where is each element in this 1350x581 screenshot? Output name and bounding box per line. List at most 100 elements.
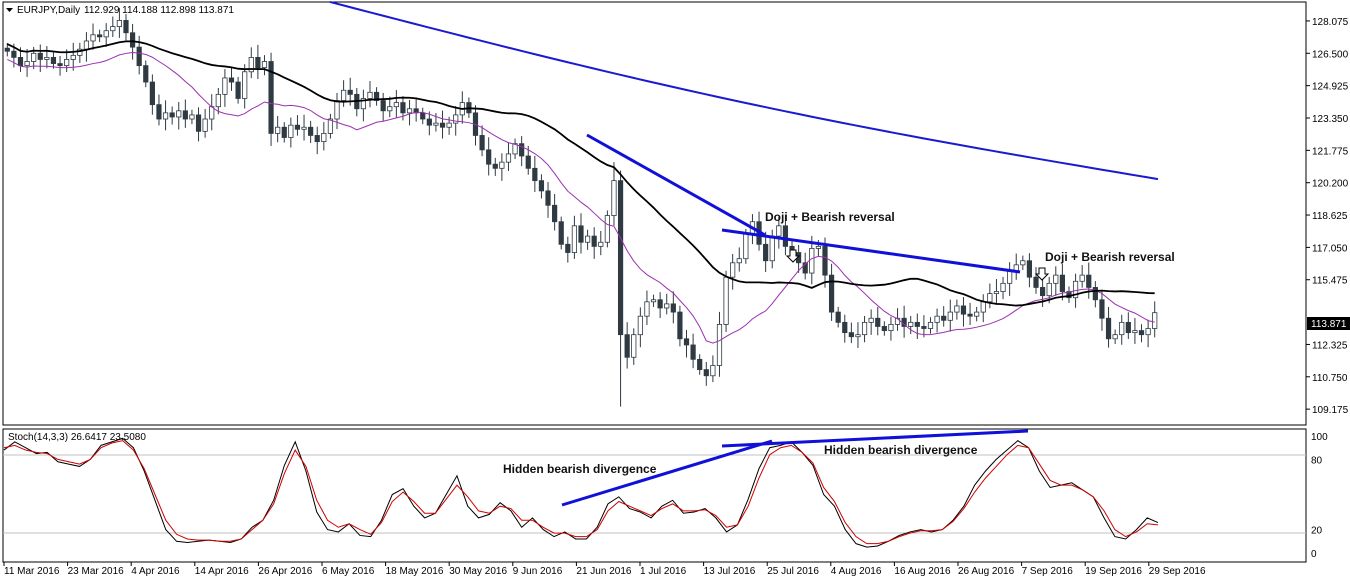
candle-body	[406, 108, 413, 114]
candle-body	[44, 57, 50, 60]
candle-body	[670, 303, 676, 313]
candle-body	[367, 91, 373, 99]
candle-body	[631, 334, 637, 358]
candle-body	[908, 321, 914, 327]
time-tick-label: 11 Mar 2016	[4, 566, 60, 577]
price-tick-label: 112.325	[1312, 340, 1348, 351]
candle-body	[255, 57, 261, 69]
candle-body	[143, 65, 149, 83]
candle-body	[77, 48, 83, 56]
price-tick-label: 126.500	[1312, 49, 1349, 60]
candle-body	[1033, 276, 1039, 288]
candle-body	[584, 235, 591, 243]
time-tick-label: 16 Aug 2016	[894, 566, 951, 577]
candle-body	[1099, 299, 1105, 319]
candle-body	[591, 235, 597, 247]
candle-body	[248, 57, 254, 73]
candle-body	[683, 338, 690, 346]
candle-body	[1020, 260, 1026, 266]
down-arrow-icon	[1034, 267, 1050, 281]
candle-body	[875, 317, 881, 327]
candle-body	[321, 132, 327, 143]
candle-body	[64, 59, 70, 67]
time-tick-label: 19 Sep 2016	[1085, 566, 1142, 577]
candle-body	[479, 135, 485, 151]
candle-body	[809, 248, 815, 274]
time-tick-label: 9 Jun 2016	[513, 566, 563, 577]
stoch-signal-line	[3, 440, 1159, 545]
price-tick-label: 121.775	[1312, 146, 1349, 157]
candle-body	[1040, 287, 1046, 297]
time-tick-label: 23 Mar 2016	[68, 566, 125, 577]
candle-body	[373, 91, 380, 101]
candle-body	[815, 245, 821, 249]
candle-body	[275, 126, 281, 134]
candle-body	[1112, 334, 1118, 340]
candle-body	[604, 215, 610, 243]
candle-body	[116, 20, 122, 27]
candle-body	[914, 321, 920, 327]
price-trendline-2	[721, 228, 1021, 274]
candle-body	[136, 46, 142, 67]
time-tick-label: 26 Apr 2016	[258, 566, 312, 577]
candle-body	[828, 274, 835, 313]
stoch-tick-label: 80	[1311, 455, 1323, 466]
candle-body	[387, 106, 393, 112]
time-tick-label: 1 Jul 2016	[640, 566, 687, 577]
candle-body	[268, 61, 274, 134]
main-pane-frame	[2, 1, 1307, 426]
candle-body	[426, 118, 432, 126]
candle-body	[162, 112, 169, 120]
candle-body	[446, 122, 452, 128]
candle-body	[439, 122, 446, 128]
chart-header-ohlc: 112.929 114.188 112.898 113.871	[84, 5, 234, 16]
candle-body	[617, 180, 624, 336]
price-tick-label: 128.075	[1312, 17, 1349, 28]
candle-body	[960, 305, 967, 315]
candle-body	[763, 243, 769, 262]
candle-body	[380, 100, 386, 112]
candle-body	[1066, 291, 1072, 299]
candle-body	[308, 126, 314, 136]
candle-body	[1046, 282, 1052, 297]
candle-body	[360, 98, 366, 110]
candle-body	[499, 161, 505, 169]
candle-body	[552, 204, 558, 223]
stochastic-layer	[3, 437, 1159, 548]
candle-body	[657, 299, 663, 309]
candle-body	[538, 180, 545, 192]
candle-body	[453, 114, 459, 124]
stoch-axis: 100 80 20 0	[1311, 432, 1328, 560]
down-arrow-icon	[785, 249, 801, 263]
candle-body	[37, 52, 43, 60]
candle-body	[103, 30, 109, 38]
candle-body	[1053, 274, 1059, 284]
stoch-header: Stoch(14,3,3) 26.6417 23.5080	[8, 432, 146, 443]
current-price-tag	[1307, 317, 1350, 330]
candle-body	[420, 112, 426, 120]
candle-body	[598, 241, 604, 247]
candle-body	[565, 243, 571, 253]
candle-body	[169, 112, 175, 118]
time-tick-label: 18 May 2016	[386, 566, 444, 577]
dropdown-icon[interactable]	[6, 8, 13, 12]
candle-body	[776, 225, 782, 237]
candle-body	[486, 149, 492, 165]
price-tick-label: 110.750	[1312, 373, 1348, 384]
candle-body	[492, 163, 498, 169]
stoch-trendline-1	[561, 439, 773, 507]
candle-body	[156, 104, 162, 120]
candle-body	[393, 102, 399, 108]
price-tick-label: 109.175	[1312, 405, 1349, 416]
candle-body	[716, 324, 723, 366]
candle-body	[505, 153, 512, 163]
candle-body	[677, 311, 683, 340]
current-price-label: 113.871	[1311, 319, 1347, 330]
candle-body	[611, 180, 617, 216]
candle-body	[123, 20, 129, 34]
candle-body	[934, 315, 940, 323]
candle-body	[637, 315, 643, 336]
candle-body	[802, 262, 808, 274]
candle-body	[1119, 321, 1125, 336]
